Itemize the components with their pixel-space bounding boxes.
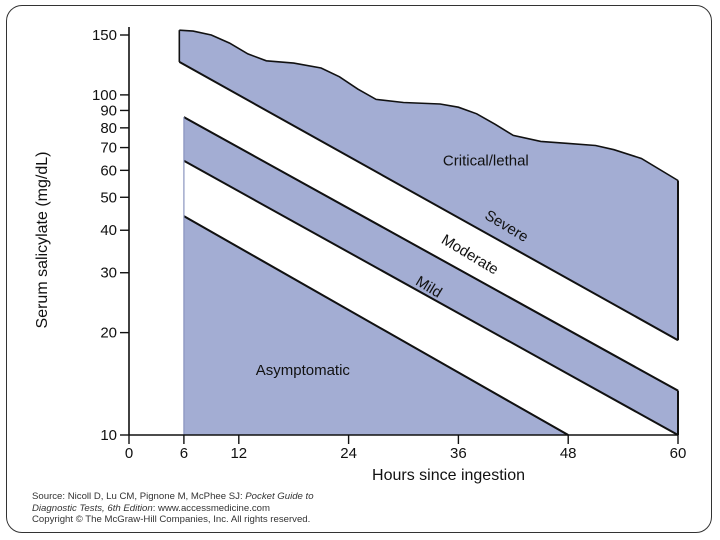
- source-line-1: Source: Nicoll D, Lu CM, Pignone M, McPh…: [32, 491, 314, 503]
- x-axis-title: Hours since ingestion: [372, 467, 525, 484]
- y-tick-label-50: 50: [100, 189, 117, 206]
- x-tick-label-24: 24: [340, 445, 357, 462]
- y-tick-label-90: 90: [100, 102, 117, 119]
- source-book-title-2: Diagnostic Tests, 6th Edition: [32, 502, 153, 514]
- x-tick-label-12: 12: [230, 445, 247, 462]
- source-url: : www.accessmedicine.com: [152, 502, 270, 514]
- region-critical-lethal: [179, 30, 679, 341]
- source-citation: Source: Nicoll D, Lu CM, Pignone M, McPh…: [32, 491, 314, 526]
- boundary-line-3: [183, 215, 569, 436]
- region-edge-critical-lethal: [179, 29, 679, 182]
- boundary-line-1: [183, 116, 679, 392]
- source-line-2: Diagnostic Tests, 6th Edition: www.acces…: [32, 503, 314, 515]
- boundary-line-2: [183, 159, 679, 436]
- y-tick-label-150: 150: [92, 27, 117, 44]
- y-tick-label-20: 20: [100, 325, 117, 342]
- y-tick-label-30: 30: [100, 265, 117, 282]
- slide-frame: [6, 5, 712, 533]
- boundary-line-0: [178, 61, 679, 342]
- y-axis-title: Serum salicylate (mg/dL): [34, 152, 51, 329]
- x-tick-label-48: 48: [560, 445, 577, 462]
- y-tick-label-40: 40: [100, 222, 117, 239]
- copyright-line: Copyright © The McGraw-Hill Companies, I…: [32, 514, 311, 525]
- region-moderate: [183, 117, 678, 435]
- x-tick-label-6: 6: [180, 445, 188, 462]
- y-tick-label-10: 10: [100, 427, 117, 444]
- source-authors: Source: Nicoll D, Lu CM, Pignone M, McPh…: [32, 491, 246, 502]
- region-label-asymptomatic: Asymptomatic: [256, 362, 351, 379]
- region-label-critical-lethal: Critical/lethal: [443, 152, 529, 169]
- y-tick-label-70: 70: [100, 140, 117, 157]
- source-book-title-1: Pocket Guide to: [245, 491, 314, 502]
- y-tick-label-60: 60: [100, 162, 117, 179]
- x-tick-label-60: 60: [670, 445, 687, 462]
- y-tick-label-100: 100: [92, 87, 117, 104]
- y-tick-label-80: 80: [100, 120, 117, 137]
- x-tick-label-0: 0: [125, 445, 133, 462]
- x-tick-label-36: 36: [450, 445, 467, 462]
